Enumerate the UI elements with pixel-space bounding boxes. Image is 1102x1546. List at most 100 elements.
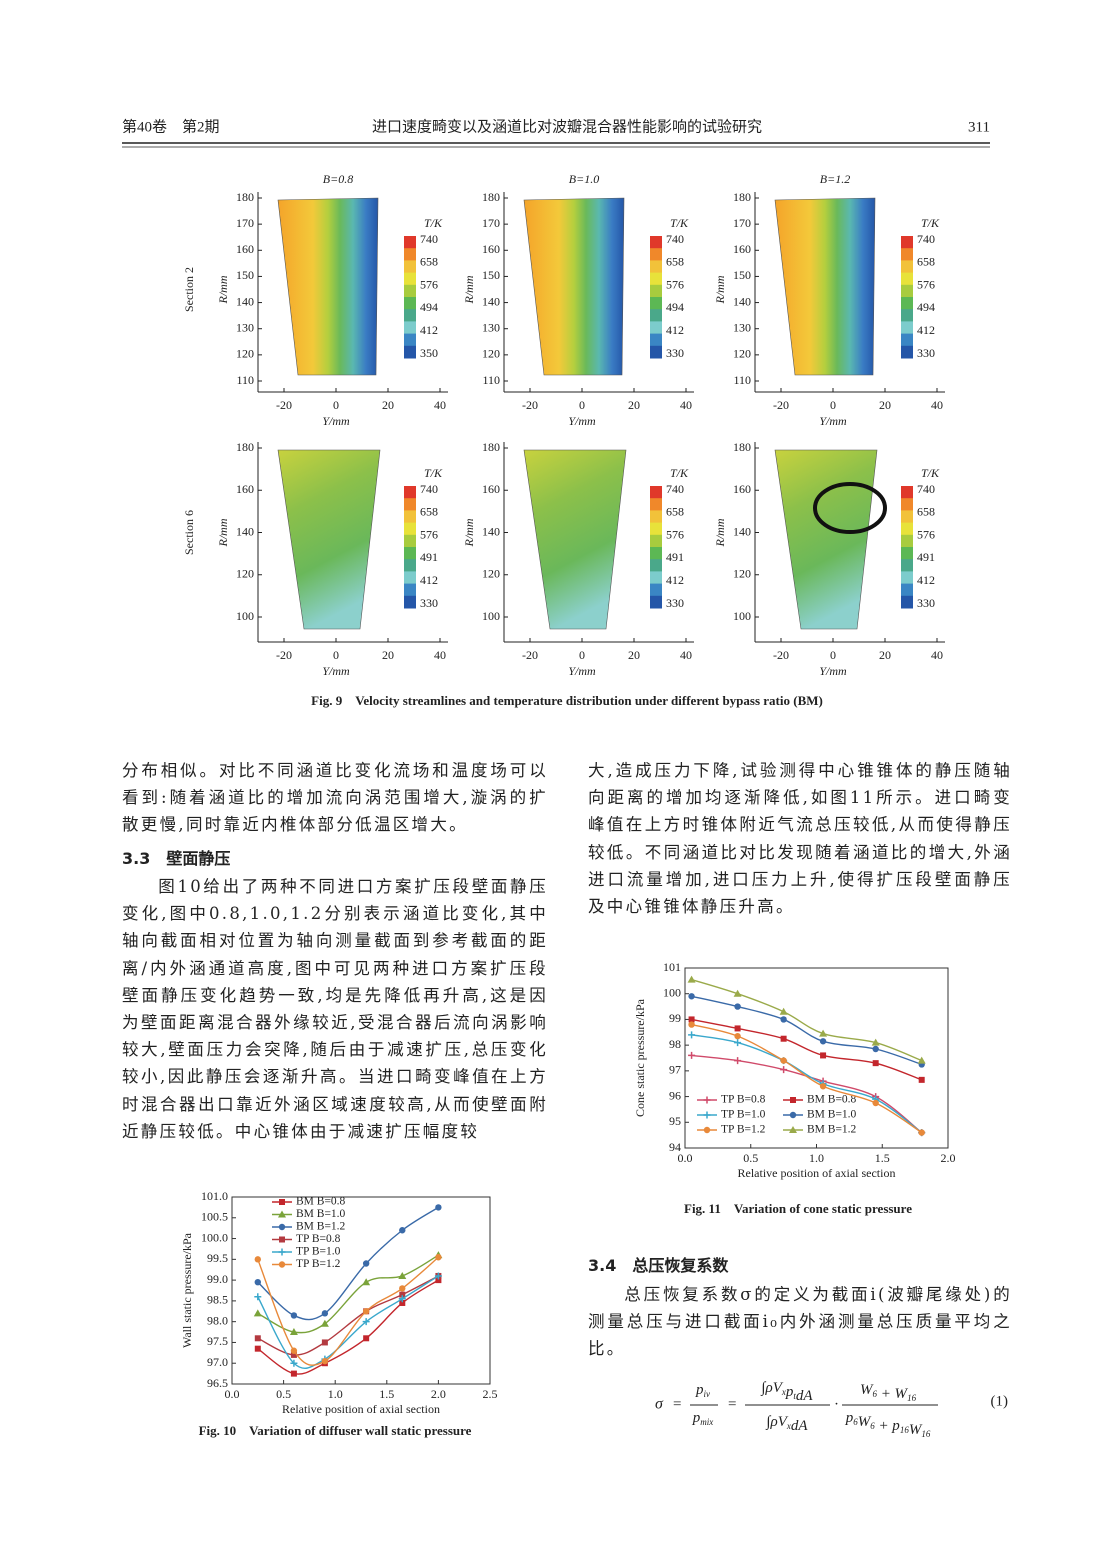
y-tick-label: 160: [482, 242, 500, 256]
y-axis-label: R/mm: [713, 275, 727, 304]
marker: [734, 1025, 741, 1032]
colorbar-band: [901, 510, 913, 524]
contour-field: [523, 449, 627, 630]
section-heading: 3.3 壁面静压: [122, 849, 231, 868]
y-tick-label: 150: [733, 268, 751, 282]
equation-symbol: p: [692, 1410, 701, 1426]
colorbar-band: [901, 559, 913, 572]
colorbar-label: 658: [917, 505, 935, 519]
colorbar-band: [404, 309, 416, 322]
y-tick-label: 170: [482, 216, 500, 230]
y-tick-label: 120: [733, 347, 751, 361]
equation-part: p6W6 + p16W16: [845, 1410, 931, 1439]
marker: [399, 1227, 406, 1234]
x-tick-label: 0: [579, 648, 585, 662]
colorbar-title: T/K: [670, 216, 689, 230]
colorbar-band: [404, 522, 416, 536]
y-tick-label: 130: [482, 320, 500, 334]
x-tick-label: 40: [434, 648, 446, 662]
colorbar-band: [404, 321, 416, 335]
colorbar-band: [404, 236, 416, 249]
y-tick-label: 98: [669, 1037, 681, 1051]
x-tick-label: 40: [434, 398, 446, 412]
colorbar-title: T/K: [670, 466, 689, 480]
header-page: 311: [968, 119, 990, 135]
colorbar-band: [901, 595, 913, 609]
colorbar-band: [901, 522, 913, 536]
equation-subscript: 6: [870, 1421, 875, 1431]
marker: [820, 1052, 827, 1059]
x-tick-label: 20: [382, 398, 394, 412]
y-tick-label: 100.0: [201, 1230, 228, 1244]
colorbar-band: [901, 571, 913, 585]
contour-field: [774, 449, 878, 630]
marker: [703, 1126, 711, 1134]
x-tick-label: 20: [628, 398, 640, 412]
marker: [321, 1339, 328, 1346]
colorbar-label: 658: [917, 255, 935, 269]
marker: [362, 1260, 370, 1267]
x-tick-label: -20: [276, 648, 292, 662]
x-axis-label: Relative position of axial section: [738, 1166, 896, 1180]
marker: [780, 1066, 788, 1074]
x-tick-label: 40: [931, 398, 943, 412]
y-tick-label: 180: [733, 190, 751, 204]
colorbar-band: [404, 498, 416, 511]
x-axis-label: Y/mm: [322, 664, 350, 678]
equation-symbol: p: [845, 1410, 854, 1426]
y-tick-label: 100: [236, 609, 254, 623]
x-tick-label: 40: [680, 648, 692, 662]
marker: [254, 1335, 261, 1342]
colorbar-band: [650, 309, 662, 322]
y-tick-label: 101.0: [201, 1189, 228, 1203]
colorbar-band: [650, 345, 662, 359]
colorbar-band: [650, 559, 662, 572]
marker: [278, 1261, 286, 1268]
colorbar-band: [650, 583, 662, 597]
equation-subscript: 16: [907, 1393, 917, 1403]
legend-label: BM B=1.0: [807, 1109, 857, 1121]
y-tick-label: 98.0: [207, 1313, 228, 1327]
marker: [278, 1248, 286, 1256]
colorbar-band: [404, 345, 416, 359]
colorbar-label: 658: [666, 255, 684, 269]
x-axis-label: Y/mm: [322, 414, 350, 428]
series-line: [691, 1023, 923, 1134]
marker: [917, 1056, 926, 1064]
y-tick-label: 120: [482, 567, 500, 581]
x-tick-label: 0: [333, 398, 339, 412]
marker: [734, 1032, 741, 1040]
marker: [688, 1051, 696, 1059]
contour-field: [277, 197, 379, 376]
section-heading: 3.4 总压恢复系数: [588, 1256, 729, 1275]
y-tick-label: 100.5: [201, 1210, 228, 1224]
marker: [734, 1039, 742, 1047]
marker: [399, 1291, 406, 1298]
colorbar-label: 330: [917, 596, 935, 610]
colorbar-band: [404, 510, 416, 524]
colorbar-band: [404, 583, 416, 597]
colorbar-band: [404, 595, 416, 609]
y-axis-label: R/mm: [216, 518, 230, 547]
equation-subscript: iv: [704, 1389, 711, 1399]
y-tick-label: 160: [236, 482, 254, 496]
y-tick-label: 140: [733, 294, 751, 308]
colorbar-band: [404, 260, 416, 274]
equation-symbol: dA: [796, 1388, 814, 1404]
colorbar-band: [901, 333, 913, 347]
colorbar-label: 494: [666, 300, 684, 314]
colorbar-label: 412: [917, 573, 935, 587]
x-axis-label: Y/mm: [819, 414, 847, 428]
colorbar-band: [650, 595, 662, 609]
x-tick-label: 0.5: [743, 1151, 758, 1165]
colorbar-band: [901, 236, 913, 249]
equation-subscript: 16: [900, 1425, 910, 1435]
colorbar-band: [901, 297, 913, 310]
marker: [254, 1293, 262, 1301]
figure-caption: Fig. 9 Velocity streamlines and temperat…: [311, 693, 823, 708]
marker: [688, 993, 695, 1000]
x-tick-label: 0: [830, 398, 836, 412]
marker: [872, 1045, 879, 1053]
series-line: [691, 978, 922, 1062]
marker: [279, 1199, 285, 1205]
